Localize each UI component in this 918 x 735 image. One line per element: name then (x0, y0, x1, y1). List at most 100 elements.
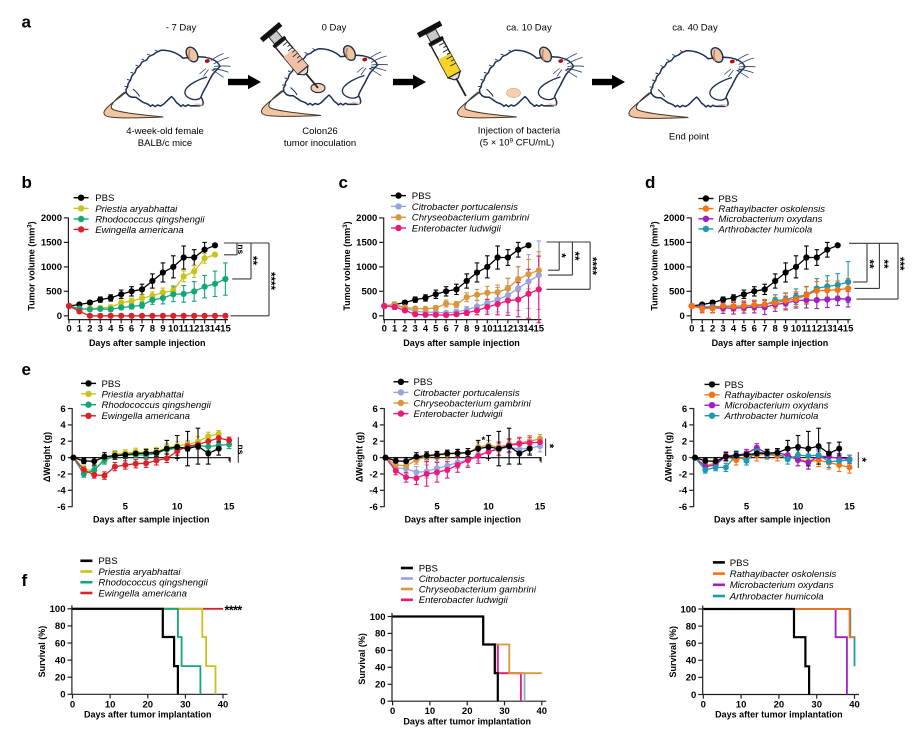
svg-text:100: 100 (680, 604, 696, 615)
svg-text:-4: -4 (57, 486, 66, 497)
svg-text:6: 6 (682, 404, 687, 415)
svg-text:Rhodococcus qingshengii: Rhodococcus qingshengii (98, 578, 208, 589)
svg-text:1500: 1500 (41, 238, 62, 249)
svg-text:**: ** (862, 260, 874, 269)
svg-text:Arthrobacter humicola: Arthrobacter humicola (724, 411, 819, 422)
svg-text:f: f (22, 571, 28, 590)
svg-text:****: **** (225, 603, 243, 617)
svg-text:10: 10 (791, 324, 802, 335)
svg-text:Enterobacter ludwigii: Enterobacter ludwigii (412, 223, 502, 234)
svg-text:Microbacterium oxydans: Microbacterium oxydans (730, 580, 834, 591)
svg-text:Rathayibacter oskolensis: Rathayibacter oskolensis (725, 390, 832, 401)
svg-text:a: a (22, 13, 32, 32)
svg-text:20: 20 (462, 706, 473, 717)
svg-text:0: 0 (66, 324, 71, 335)
svg-text:PBS: PBS (95, 193, 114, 204)
svg-text:11: 11 (801, 324, 812, 335)
svg-text:13: 13 (513, 324, 524, 335)
svg-text:1000: 1000 (41, 262, 62, 273)
svg-text:-6: -6 (57, 502, 65, 513)
svg-text:Rathayibacter oskolensis: Rathayibacter oskolensis (718, 204, 825, 215)
svg-text:Chryseobacterium gambrini: Chryseobacterium gambrini (412, 213, 530, 224)
svg-text:14: 14 (523, 324, 534, 335)
svg-text:10: 10 (482, 324, 493, 335)
svg-text:Priestia aryabhattai: Priestia aryabhattai (98, 567, 181, 578)
svg-text:6: 6 (752, 324, 757, 335)
svg-text:0: 0 (680, 311, 685, 322)
svg-text:Rathayibacter oskolensis: Rathayibacter oskolensis (730, 569, 837, 580)
svg-text:6: 6 (60, 404, 65, 415)
svg-text:40: 40 (686, 656, 697, 667)
svg-text:**: ** (246, 256, 258, 265)
svg-text:15: 15 (534, 324, 545, 335)
svg-text:Days after sample injection: Days after sample injection (93, 514, 210, 524)
svg-text:15: 15 (535, 502, 546, 513)
svg-text:6: 6 (443, 324, 448, 335)
svg-text:9: 9 (474, 324, 479, 335)
svg-text:1500: 1500 (664, 238, 685, 249)
svg-text:**: ** (568, 252, 580, 261)
svg-text:4: 4 (373, 420, 379, 431)
svg-text:2: 2 (710, 324, 715, 335)
svg-text:5: 5 (741, 324, 747, 335)
svg-text:Rhodococcus qingshengii: Rhodococcus qingshengii (95, 214, 205, 225)
svg-text:3: 3 (98, 324, 103, 335)
svg-text:2000: 2000 (356, 213, 377, 224)
svg-text:7: 7 (139, 324, 144, 335)
svg-text:4: 4 (682, 420, 688, 431)
svg-text:Days after sample injection: Days after sample injection (403, 338, 520, 348)
svg-text:BALB/c mice: BALB/c mice (138, 138, 192, 149)
svg-text:30: 30 (811, 699, 822, 710)
svg-text:Citrobacter portucalensis: Citrobacter portucalensis (414, 388, 520, 399)
svg-text:9: 9 (783, 324, 788, 335)
svg-text:0: 0 (390, 706, 395, 717)
svg-text:-2: -2 (57, 469, 65, 480)
svg-text:12: 12 (189, 324, 200, 335)
svg-text:6: 6 (373, 404, 378, 415)
svg-text:14: 14 (832, 324, 843, 335)
svg-text:10: 10 (483, 502, 494, 513)
svg-text:ca. 10 Day: ca. 10 Day (506, 23, 552, 34)
svg-text:Priestia aryabhattai: Priestia aryabhattai (95, 204, 178, 215)
svg-text:*: * (482, 435, 486, 446)
svg-text:0: 0 (382, 324, 387, 335)
svg-text:ca. 40 Day: ca. 40 Day (672, 23, 718, 34)
svg-text:60: 60 (686, 639, 697, 650)
svg-text:8: 8 (773, 324, 778, 335)
svg-text:20: 20 (686, 673, 697, 684)
svg-text:Days after tumor implantation: Days after tumor implantation (715, 710, 843, 720)
svg-text:PBS: PBS (730, 558, 749, 569)
svg-text:ΔWeight (g): ΔWeight (g) (354, 432, 364, 482)
svg-text:15: 15 (844, 502, 855, 513)
svg-text:Ewingella americana: Ewingella americana (98, 588, 187, 599)
svg-text:1: 1 (392, 324, 398, 335)
svg-text:***: *** (893, 257, 905, 271)
svg-text:5: 5 (123, 502, 129, 513)
svg-text:PBS: PBS (102, 379, 121, 390)
svg-text:0: 0 (60, 690, 65, 701)
svg-text:-2: -2 (369, 469, 377, 480)
svg-text:Colon26: Colon26 (302, 126, 337, 137)
svg-text:Chryseobacterium gambrini: Chryseobacterium gambrini (414, 398, 532, 409)
svg-text:c: c (339, 173, 348, 192)
svg-text:0: 0 (682, 453, 687, 464)
svg-text:20: 20 (375, 680, 386, 691)
svg-text:Days after sample injection: Days after sample injection (404, 514, 521, 524)
svg-text:1000: 1000 (356, 262, 377, 273)
svg-text:1: 1 (700, 324, 706, 335)
svg-text:10: 10 (105, 699, 116, 710)
svg-text:Citrobacter portucalensis: Citrobacter portucalensis (419, 574, 525, 585)
svg-text:ns: ns (236, 244, 246, 254)
svg-text:30: 30 (180, 699, 191, 710)
svg-text:15: 15 (224, 502, 235, 513)
svg-text:0: 0 (373, 453, 378, 464)
svg-text:10: 10 (168, 324, 179, 335)
svg-text:-6: -6 (369, 502, 377, 513)
svg-text:14: 14 (210, 324, 221, 335)
svg-text:20: 20 (774, 699, 785, 710)
svg-text:40: 40 (849, 699, 860, 710)
svg-text:Arthrobacter humicola: Arthrobacter humicola (729, 591, 824, 602)
svg-text:5: 5 (744, 502, 750, 513)
svg-text:Tumor volume (mm3): Tumor volume (mm3) (342, 221, 352, 310)
svg-text:Citrobacter portucalensis: Citrobacter portucalensis (412, 202, 518, 213)
